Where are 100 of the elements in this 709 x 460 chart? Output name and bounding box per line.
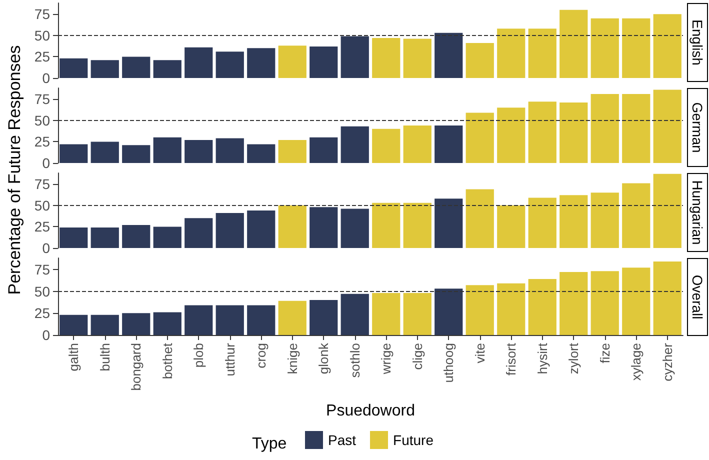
- bar: [278, 205, 306, 248]
- bar: [653, 14, 682, 78]
- x-tick-label: vite: [472, 343, 488, 364]
- x-tick-label: zylort: [566, 342, 582, 374]
- bar: [466, 285, 494, 335]
- bar: [247, 144, 276, 163]
- bar: [528, 198, 556, 248]
- bar: [466, 112, 494, 163]
- bar: [653, 174, 682, 248]
- bar: [560, 102, 588, 163]
- x-tick-label: sothlo: [347, 343, 362, 378]
- bar: [340, 126, 369, 163]
- y-tick-label: 0: [42, 155, 50, 171]
- bar: [403, 126, 432, 163]
- bar: [466, 43, 494, 78]
- bar: [310, 207, 338, 248]
- x-tick-label: knige: [284, 343, 300, 374]
- bar: [184, 305, 213, 335]
- bar: [122, 56, 150, 78]
- y-tick-label: 50: [34, 112, 50, 128]
- bar: [184, 218, 213, 248]
- bar: [153, 226, 182, 248]
- bar: [403, 293, 432, 335]
- bar: [278, 300, 306, 335]
- x-tick-label: wrige: [378, 343, 394, 376]
- bar: [590, 271, 619, 335]
- bar: [372, 128, 400, 163]
- x-tick-label: cyzher: [660, 342, 675, 382]
- bar: [653, 90, 682, 163]
- bar: [497, 283, 526, 335]
- bar: [590, 94, 619, 163]
- text: German: [690, 102, 706, 153]
- y-tick-label: 50: [34, 27, 50, 44]
- x-tick-label: hysirt: [534, 342, 550, 374]
- y-tick-label: 25: [34, 134, 50, 150]
- bar: [528, 279, 556, 335]
- y-tick-label: 25: [34, 218, 50, 235]
- bar: [60, 314, 88, 335]
- x-tick-label: xylage: [628, 343, 644, 381]
- x-tick-label: utthur: [222, 342, 238, 376]
- bar: [216, 213, 244, 248]
- y-tick-label: 25: [34, 48, 50, 65]
- y-tick-label: 75: [34, 6, 50, 22]
- bar: [216, 138, 244, 163]
- bar: [528, 102, 556, 163]
- y-tick-label: 75: [34, 261, 50, 278]
- bar: [340, 208, 369, 248]
- bar: [528, 28, 556, 78]
- bar: [497, 28, 526, 78]
- bar: [90, 314, 119, 335]
- y-axis-title: Percentage of Future Responses: [5, 44, 25, 297]
- bar: [466, 189, 494, 248]
- bar: [653, 262, 682, 335]
- bar: [622, 268, 650, 335]
- bar: [60, 144, 88, 163]
- bar: [560, 10, 588, 78]
- y-tick-label: 25: [34, 305, 50, 322]
- bar: [340, 294, 369, 335]
- text: English: [690, 20, 706, 66]
- legend-label: Future: [393, 432, 434, 448]
- bar: [216, 52, 244, 78]
- bar: [90, 142, 119, 163]
- y-tick-label: 50: [34, 197, 50, 214]
- bar: [184, 47, 213, 78]
- bar: [560, 272, 588, 335]
- bar: [434, 32, 463, 78]
- bar: [434, 126, 463, 163]
- bar: [247, 210, 276, 248]
- text: Overall: [690, 274, 706, 320]
- bar: [278, 140, 306, 163]
- bar: [310, 300, 338, 335]
- y-tick-label: 0: [42, 70, 50, 86]
- legend-title: Type: [252, 436, 287, 452]
- x-tick-label: bulth: [97, 343, 112, 372]
- bar: [622, 94, 650, 163]
- bar: [153, 60, 182, 78]
- x-tick-label: glonk: [316, 342, 332, 374]
- bar: [372, 293, 400, 335]
- y-tick-label: 50: [34, 283, 50, 300]
- bar: [622, 18, 650, 78]
- bar: [122, 224, 150, 248]
- y-tick-label: 75: [34, 176, 50, 192]
- bar: [184, 140, 213, 163]
- x-tick-label: uthoog: [441, 343, 456, 383]
- x-tick-label: clige: [410, 343, 425, 370]
- x-tick-label: crog: [254, 343, 269, 368]
- bar: [497, 205, 526, 248]
- bar: [434, 198, 463, 248]
- x-tick-label: plob: [191, 343, 206, 368]
- bar: [590, 18, 619, 78]
- bar: [153, 137, 182, 163]
- bar: [247, 305, 276, 335]
- bar: [622, 183, 650, 248]
- bar: [310, 137, 338, 163]
- bar: [560, 195, 588, 248]
- bar: [497, 108, 526, 163]
- bar: [372, 202, 400, 248]
- text: Hungarian: [690, 180, 706, 245]
- y-tick-label: 75: [34, 91, 50, 108]
- bar: [90, 228, 119, 248]
